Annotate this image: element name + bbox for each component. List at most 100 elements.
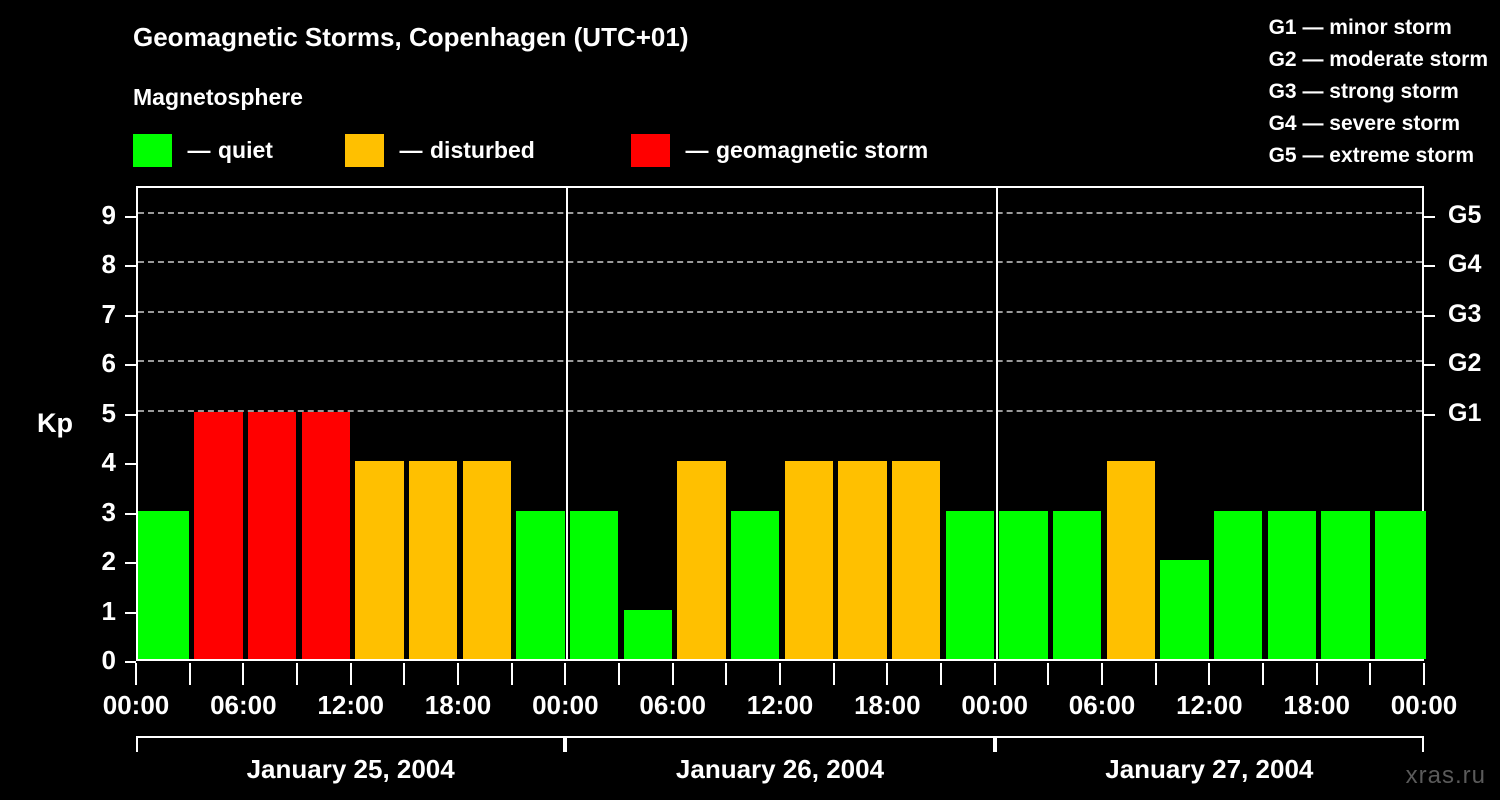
y-tick-mark-5 — [125, 413, 136, 416]
x-tick-label-0: 00:00 — [102, 690, 170, 720]
legend-label: quiet — [218, 136, 273, 163]
bar-jan-27-21-24 — [1374, 510, 1426, 659]
g-tick-label-G4: G4 — [1448, 250, 1482, 279]
bar-jan-26-06-09 — [677, 461, 726, 659]
bar-jan-25-15-18 — [408, 461, 458, 659]
orange-square-icon — [345, 133, 384, 167]
x-tick-mark-3 — [296, 663, 298, 685]
gridline-kp-5 — [138, 409, 1422, 412]
gridline-kp-9 — [138, 211, 1422, 214]
y-tick-label-0: 0 — [101, 645, 116, 675]
g-tick-mark-G1 — [1424, 413, 1435, 416]
g-tick-mark-G2 — [1424, 364, 1435, 367]
bar-jan-27-03-06 — [1052, 510, 1102, 659]
x-tick-mark-9 — [618, 663, 620, 685]
x-tick-mark-2 — [242, 663, 245, 685]
x-tick-mark-22 — [1315, 663, 1318, 685]
bar-jan-26-15-18 — [838, 461, 887, 659]
x-tick-mark-10 — [671, 663, 674, 685]
x-tick-label-4: 00:00 — [532, 690, 599, 720]
plot-area — [136, 186, 1426, 661]
g-legend-row-5: G5 — extreme storm — [1268, 144, 1475, 167]
legend-dash: — — [685, 136, 709, 163]
x-tick-label-8: 00:00 — [961, 690, 1028, 720]
day-label-1: January 25, 2004 — [246, 754, 455, 784]
g-tick-mark-G3 — [1424, 314, 1435, 317]
bar-jan-26-18-21 — [891, 461, 941, 659]
y-tick-label-2: 2 — [101, 546, 116, 577]
y-axis-title: Kp — [37, 408, 73, 438]
bar-jan-27-00-03 — [999, 510, 1048, 659]
y-tick-mark-2 — [125, 562, 136, 565]
x-tick-mark-13 — [832, 663, 835, 685]
g-tick-label-G3: G3 — [1448, 299, 1482, 328]
green-square-icon — [133, 133, 172, 167]
g-scale-legend: G1 — minor storm G2 — moderate storm G3 — … — [1269, 12, 1488, 172]
y-tick-label-9: 9 — [101, 199, 116, 230]
y-tick-mark-6 — [125, 364, 136, 367]
x-tick-label-7: 18:00 — [854, 690, 921, 720]
gridline-kp-8 — [138, 261, 1422, 264]
x-tick-mark-8 — [564, 663, 567, 685]
x-tick-label-3: 18:00 — [424, 690, 492, 720]
x-tick-mark-7 — [510, 663, 513, 685]
day-label-2: January 26, 2004 — [675, 754, 885, 784]
bar-jan-25-06-09 — [247, 411, 297, 659]
bar-jan-25-03-06 — [194, 411, 243, 659]
y-tick-label-8: 8 — [101, 249, 116, 280]
y-tick-label-3: 3 — [101, 496, 116, 527]
x-tick-label-1: 06:00 — [210, 690, 277, 720]
day-bracket-2 — [565, 736, 995, 752]
gridline-kp-7 — [138, 310, 1422, 313]
legend-entry-quiet: — quiet — [133, 132, 273, 168]
day-separator-2 — [995, 188, 998, 659]
x-tick-label-9: 06:00 — [1068, 690, 1136, 720]
page-title: Geomagnetic Storms, Copenhagen (UTC+01) — [133, 22, 689, 52]
x-tick-mark-15 — [940, 663, 942, 685]
x-tick-mark-23 — [1369, 663, 1372, 685]
y-tick-mark-4 — [125, 463, 136, 466]
bar-jan-27-06-09 — [1106, 461, 1156, 659]
x-tick-mark-14 — [886, 663, 889, 685]
g-tick-label-G5: G5 — [1448, 200, 1482, 229]
bar-jan-27-12-15 — [1213, 510, 1263, 659]
g-legend-row-4: G4 — severe storm — [1268, 112, 1461, 135]
bar-jan-26-09-12 — [730, 510, 780, 659]
legend-dash: — — [399, 136, 423, 163]
bar-jan-25-18-21 — [462, 461, 512, 659]
g-tick-mark-G4 — [1424, 265, 1435, 268]
legend-entry-disturbed: — disturbed — [345, 132, 535, 168]
g-legend-row-3: G3 — strong storm — [1268, 80, 1459, 103]
x-tick-mark-6 — [457, 663, 459, 685]
x-tick-label-11: 18:00 — [1283, 690, 1350, 720]
legend-label: disturbed — [430, 136, 535, 163]
y-tick-label-1: 1 — [101, 595, 116, 626]
x-tick-label-10: 12:00 — [1176, 690, 1243, 720]
y-tick-label-7: 7 — [101, 298, 116, 329]
day-label-3: January 27, 2004 — [1105, 754, 1314, 784]
x-tick-label-12: 00:00 — [1390, 690, 1458, 720]
bar-jan-25-00-03 — [138, 510, 190, 659]
x-tick-mark-5 — [403, 663, 406, 685]
bar-jan-26-00-03 — [569, 510, 619, 659]
bar-jan-25-09-12 — [301, 411, 351, 659]
x-tick-mark-18 — [1101, 663, 1103, 685]
x-tick-mark-17 — [1047, 663, 1050, 685]
x-tick-mark-11 — [725, 663, 728, 685]
x-tick-mark-1 — [188, 663, 191, 685]
x-tick-mark-21 — [1262, 663, 1264, 685]
y-tick-label-5: 5 — [101, 397, 116, 428]
y-tick-mark-7 — [125, 314, 136, 317]
g-tick-label-G2: G2 — [1448, 349, 1482, 378]
legend-entry-geomagnetic-storm: — geomagnetic storm — [631, 132, 928, 168]
g-legend-row-2: G2 — moderate storm — [1268, 48, 1488, 71]
y-tick-mark-3 — [125, 512, 136, 515]
y-tick-mark-9 — [125, 215, 136, 218]
y-tick-mark-0 — [125, 661, 136, 663]
legend-label: geomagnetic storm — [716, 136, 929, 163]
bar-jan-25-21-24 — [516, 510, 565, 659]
bar-jan-26-12-15 — [784, 461, 834, 659]
bar-jan-26-03-06 — [623, 609, 673, 659]
y-tick-label-4: 4 — [101, 447, 116, 478]
